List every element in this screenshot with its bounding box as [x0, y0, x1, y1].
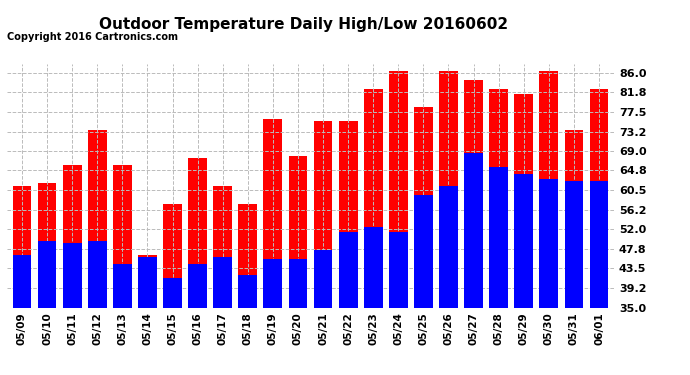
Bar	[288, 156, 307, 308]
Bar	[540, 179, 558, 308]
Bar	[540, 70, 558, 308]
Bar	[138, 255, 157, 308]
Bar	[113, 264, 132, 308]
Bar	[590, 89, 609, 308]
Bar	[138, 257, 157, 307]
Bar	[389, 70, 408, 308]
Bar	[288, 259, 307, 308]
Bar	[163, 204, 182, 308]
Text: Copyright 2016 Cartronics.com: Copyright 2016 Cartronics.com	[7, 32, 178, 42]
Bar	[464, 153, 483, 308]
Bar	[163, 278, 182, 308]
Bar	[63, 165, 81, 308]
Bar	[439, 186, 458, 308]
Bar	[314, 250, 333, 307]
Bar	[364, 227, 383, 308]
Bar	[489, 89, 508, 308]
Bar	[113, 165, 132, 308]
Bar	[464, 80, 483, 308]
Bar	[88, 130, 107, 308]
Bar	[264, 259, 282, 308]
Bar	[38, 183, 57, 308]
Bar	[314, 121, 333, 308]
Text: Outdoor Temperature Daily High/Low 20160602: Outdoor Temperature Daily High/Low 20160…	[99, 17, 508, 32]
Bar	[188, 158, 207, 308]
Bar	[590, 181, 609, 308]
Bar	[238, 204, 257, 308]
Bar	[414, 108, 433, 307]
Bar	[514, 174, 533, 308]
Bar	[12, 255, 31, 308]
Bar	[564, 130, 583, 308]
Bar	[389, 232, 408, 308]
Bar	[414, 195, 433, 308]
Bar	[88, 241, 107, 308]
Bar	[364, 89, 383, 308]
Bar	[489, 167, 508, 308]
Bar	[63, 243, 81, 308]
Bar	[339, 232, 357, 308]
Bar	[564, 181, 583, 308]
Bar	[238, 275, 257, 308]
Bar	[12, 186, 31, 308]
Bar	[213, 257, 232, 307]
Bar	[38, 241, 57, 308]
Bar	[514, 94, 533, 308]
Bar	[439, 70, 458, 308]
Bar	[188, 264, 207, 308]
Bar	[264, 119, 282, 308]
Bar	[213, 186, 232, 308]
Bar	[339, 121, 357, 308]
